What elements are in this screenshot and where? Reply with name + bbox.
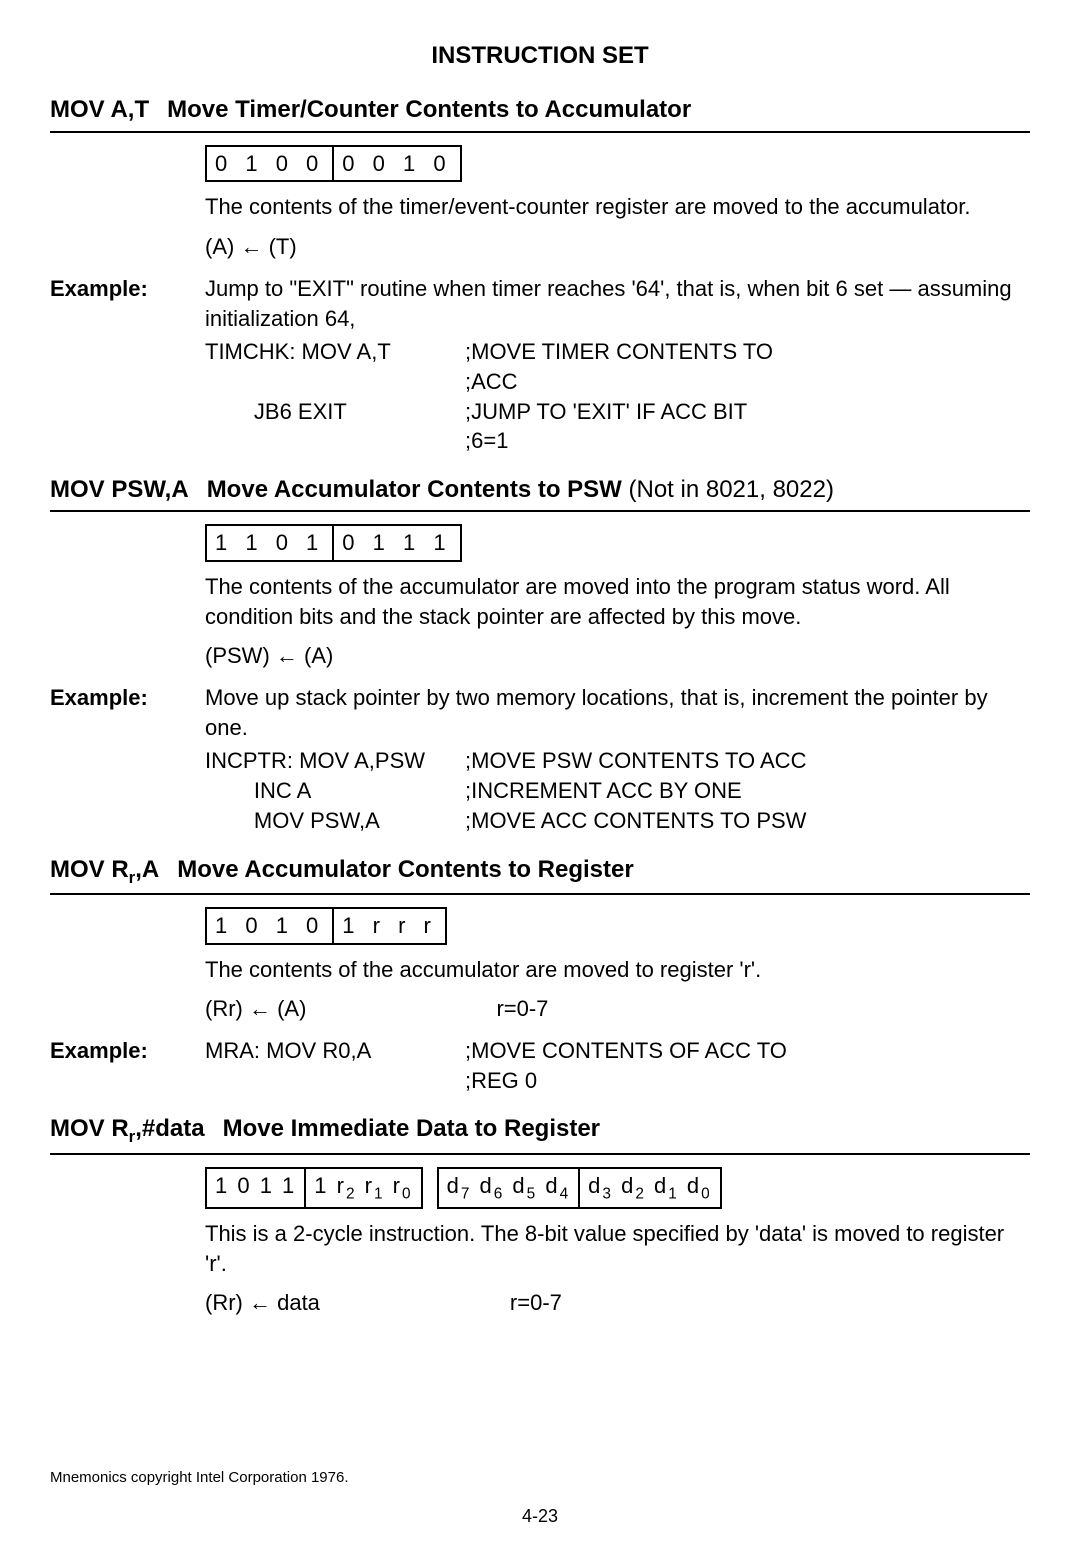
opcode-cell: d7 d6 d5 d4 xyxy=(439,1169,579,1207)
opcode-cell: 1 r2 r1 r0 xyxy=(304,1169,420,1207)
instruction-desc: Move Immediate Data to Register xyxy=(223,1115,600,1142)
code-table: INCPTR: MOV A,PSW;MOVE PSW CONTENTS TO A… xyxy=(205,746,1030,835)
instruction-body: 1 0 1 01 r r r The contents of the accumu… xyxy=(205,907,1030,1024)
code-table: MRA: MOV R0,A;MOVE CONTENTS OF ACC TO;RE… xyxy=(205,1036,1030,1095)
description-text: This is a 2-cycle instruction. The 8-bit… xyxy=(205,1219,1030,1278)
code-comment: ;MOVE TIMER CONTENTS TO;ACC xyxy=(465,337,1030,396)
instruction-body: 0 1 0 00 0 1 0 The contents of the timer/… xyxy=(205,145,1030,262)
code-row: TIMCHK: MOV A,T;MOVE TIMER CONTENTS TO;A… xyxy=(205,337,1030,396)
operation-left: (PSW) ← (A) xyxy=(205,643,333,668)
opcode-box: 1 0 1 11 r2 r1 r0 xyxy=(205,1167,423,1209)
copyright-footer: Mnemonics copyright Intel Corporation 19… xyxy=(50,1468,1030,1488)
code-comment: ;MOVE ACC CONTENTS TO PSW xyxy=(465,806,1030,836)
code-label: MRA: MOV R0,A xyxy=(205,1036,465,1095)
opcode-cell: 0 1 0 0 xyxy=(207,147,332,181)
code-row: MRA: MOV R0,A;MOVE CONTENTS OF ACC TO;RE… xyxy=(205,1036,1030,1095)
operation-left: (Rr) ← data xyxy=(205,1290,320,1315)
operation-right: r=0-7 xyxy=(496,994,548,1024)
description-text: The contents of the accumulator are move… xyxy=(205,955,1030,985)
opcode-cell: 1 1 0 1 xyxy=(207,526,332,560)
page-header: INSTRUCTION SET xyxy=(50,40,1030,72)
operation: (Rr) ← data r=0-7 xyxy=(205,1288,1030,1318)
code-comment: ;MOVE PSW CONTENTS TO ACC xyxy=(465,746,1030,776)
opcode-row: 1 0 1 11 r2 r1 r0 d7 d6 d5 d4d3 d2 d1 d0 xyxy=(205,1167,1030,1209)
code-label: TIMCHK: MOV A,T xyxy=(205,337,465,396)
opcode-row: 0 1 0 00 0 1 0 xyxy=(205,145,1030,183)
opcode-box: d7 d6 d5 d4d3 d2 d1 d0 xyxy=(437,1167,722,1209)
example-row: Example:Move up stack pointer by two mem… xyxy=(50,683,1030,835)
opcode-row: 1 0 1 01 r r r xyxy=(205,907,1030,945)
operation: (A) ← (T) xyxy=(205,232,1030,262)
instruction-title: MOV Rr,A Move Accumulator Contents to Reg… xyxy=(50,854,1030,895)
opcode-cell: 1 r r r xyxy=(332,909,445,943)
opcode-cell: 1 0 1 0 xyxy=(207,909,332,943)
code-row: INC A;INCREMENT ACC BY ONE xyxy=(205,776,1030,806)
instruction-block: MOV Rr,#data Move Immediate Data to Regis… xyxy=(50,1113,1030,1318)
instruction-desc: Move Timer/Counter Contents to Accumulat… xyxy=(167,96,691,123)
mnemonic: MOV Rr,A xyxy=(50,854,159,889)
opcode-box: 1 0 1 01 r r r xyxy=(205,907,447,945)
code-label: INCPTR: MOV A,PSW xyxy=(205,746,465,776)
code-row: MOV PSW,A;MOVE ACC CONTENTS TO PSW xyxy=(205,806,1030,836)
instruction-desc: Move Accumulator Contents to PSW xyxy=(207,476,622,503)
mnemonic: MOV A,T xyxy=(50,94,149,126)
code-label: MOV PSW,A xyxy=(205,806,465,836)
code-label: JB6 EXIT xyxy=(205,397,465,456)
example-description: Jump to "EXIT" routine when timer reache… xyxy=(205,274,1030,333)
example-label: Example: xyxy=(50,274,205,304)
page-number: 4-23 xyxy=(50,1504,1030,1528)
example-body: Move up stack pointer by two memory loca… xyxy=(205,683,1030,835)
opcode-cell: 1 0 1 1 xyxy=(207,1169,304,1203)
instruction-title: MOV PSW,A Move Accumulator Contents to PS… xyxy=(50,474,1030,512)
description-text: The contents of the timer/event-counter … xyxy=(205,192,1030,222)
mnemonic: MOV Rr,#data xyxy=(50,1113,205,1148)
example-body: Jump to "EXIT" routine when timer reache… xyxy=(205,274,1030,456)
code-comment: ;INCREMENT ACC BY ONE xyxy=(465,776,1030,806)
operation-left: (Rr) ← (A) xyxy=(205,996,306,1021)
opcode-cell: 0 1 1 1 xyxy=(332,526,459,560)
description-text: The contents of the accumulator are move… xyxy=(205,572,1030,631)
instruction-note: (Not in 8021, 8022) xyxy=(622,476,834,503)
opcode-cell: d3 d2 d1 d0 xyxy=(578,1169,720,1207)
operation: (PSW) ← (A) xyxy=(205,641,1030,671)
example-body: MRA: MOV R0,A;MOVE CONTENTS OF ACC TO;RE… xyxy=(205,1036,1030,1095)
code-table: TIMCHK: MOV A,T;MOVE TIMER CONTENTS TO;A… xyxy=(205,337,1030,456)
instruction-title: MOV Rr,#data Move Immediate Data to Regis… xyxy=(50,1113,1030,1154)
instruction-block: MOV Rr,A Move Accumulator Contents to Reg… xyxy=(50,854,1030,1096)
instructions-container: MOV A,T Move Timer/Counter Contents to Ac… xyxy=(50,94,1030,1318)
mnemonic: MOV PSW,A xyxy=(50,474,189,506)
opcode-row: 1 1 0 10 1 1 1 xyxy=(205,524,1030,562)
code-row: JB6 EXIT;JUMP TO 'EXIT' IF ACC BIT;6=1 xyxy=(205,397,1030,456)
instruction-body: 1 1 0 10 1 1 1 The contents of the accumu… xyxy=(205,524,1030,671)
opcode-box: 1 1 0 10 1 1 1 xyxy=(205,524,462,562)
code-label: INC A xyxy=(205,776,465,806)
operation-right: r=0-7 xyxy=(510,1288,562,1318)
code-row: INCPTR: MOV A,PSW;MOVE PSW CONTENTS TO A… xyxy=(205,746,1030,776)
instruction-block: MOV PSW,A Move Accumulator Contents to PS… xyxy=(50,474,1030,836)
code-comment: ;JUMP TO 'EXIT' IF ACC BIT;6=1 xyxy=(465,397,1030,456)
example-row: Example:MRA: MOV R0,A;MOVE CONTENTS OF A… xyxy=(50,1036,1030,1095)
operation: (Rr) ← (A) r=0-7 xyxy=(205,994,1030,1024)
example-description: Move up stack pointer by two memory loca… xyxy=(205,683,1030,742)
opcode-cell: 0 0 1 0 xyxy=(332,147,459,181)
instruction-body: 1 0 1 11 r2 r1 r0 d7 d6 d5 d4d3 d2 d1 d0 T… xyxy=(205,1167,1030,1318)
instruction-title: MOV A,T Move Timer/Counter Contents to Ac… xyxy=(50,94,1030,132)
example-label: Example: xyxy=(50,1036,205,1066)
operation-left: (A) ← (T) xyxy=(205,234,297,259)
example-label: Example: xyxy=(50,683,205,713)
example-row: Example:Jump to "EXIT" routine when time… xyxy=(50,274,1030,456)
instruction-block: MOV A,T Move Timer/Counter Contents to Ac… xyxy=(50,94,1030,456)
code-comment: ;MOVE CONTENTS OF ACC TO;REG 0 xyxy=(465,1036,1030,1095)
opcode-box: 0 1 0 00 0 1 0 xyxy=(205,145,462,183)
instruction-desc: Move Accumulator Contents to Register xyxy=(177,856,634,883)
